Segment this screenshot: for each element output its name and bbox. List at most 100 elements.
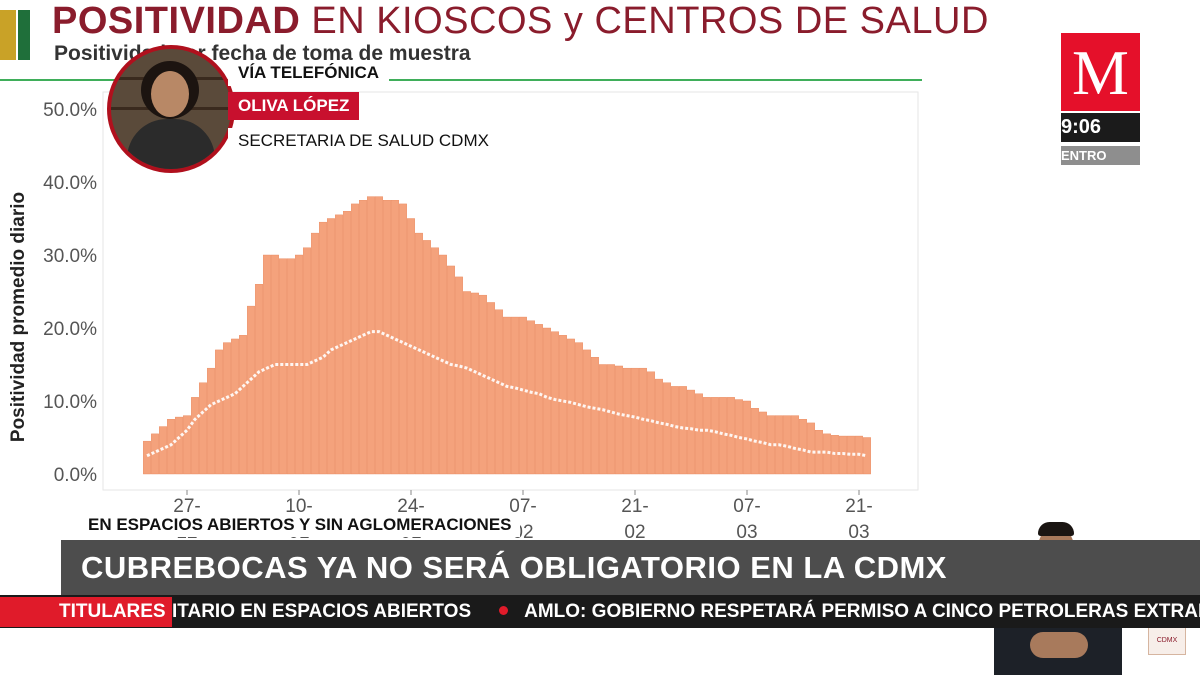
government-logo: CDMX <box>1148 627 1186 655</box>
bar <box>311 232 319 475</box>
avatar-face <box>151 71 189 117</box>
title-divider <box>0 79 922 81</box>
avatar-body <box>127 119 215 169</box>
bar <box>223 342 231 475</box>
bar <box>183 415 191 475</box>
title-accent-green <box>18 10 30 60</box>
bar <box>703 397 711 475</box>
y-tick-label: 10.0% <box>43 392 97 413</box>
bar <box>671 386 679 475</box>
bar <box>455 276 463 475</box>
y-tick-label: 40.0% <box>43 173 97 194</box>
bar <box>279 258 287 475</box>
bar <box>175 416 183 475</box>
y-axis: 0.0% 10.0% 20.0% 30.0% 40.0% 50.0% <box>43 100 97 486</box>
bar <box>471 292 479 475</box>
slide-title: POSITIVIDAD EN KIOSCOS y CENTROS DE SALU… <box>52 0 989 42</box>
bar <box>791 415 799 475</box>
bar <box>799 419 807 475</box>
bar <box>199 382 207 475</box>
x-tick-label: 21- <box>621 496 648 517</box>
interpreter-hair <box>1038 522 1074 536</box>
positivity-chart: 0.0%10.0%20.0%30.0%40.0%50.0% 27-1210-01… <box>8 91 919 540</box>
bar <box>695 393 703 475</box>
call-type-label: VÍA TELEFÓNICA <box>228 60 390 86</box>
bar <box>511 316 519 475</box>
x-tick-label: 10- <box>285 496 312 517</box>
bar <box>551 331 559 475</box>
bar <box>335 214 343 475</box>
bar <box>823 433 831 475</box>
interpreter-hands <box>1030 632 1088 658</box>
bar <box>591 357 599 475</box>
bar <box>263 254 271 475</box>
speaker-name: OLIVA LÓPEZ <box>228 92 360 120</box>
bar <box>679 386 687 475</box>
y-tick-label: 30.0% <box>43 246 97 267</box>
bar <box>543 327 551 475</box>
ticker-item: AMLO: GOBIERNO RESPETARÁ PERMISO A CINCO… <box>524 601 1200 622</box>
x-tick-label: 27- <box>173 496 200 517</box>
bar <box>655 378 663 475</box>
y-tick-label: 20.0% <box>43 319 97 340</box>
bar <box>495 309 503 475</box>
time-zone-label: ENTRO <box>1061 146 1140 165</box>
bar <box>159 426 167 475</box>
bar <box>615 365 623 475</box>
bar <box>271 254 279 475</box>
bar <box>807 422 815 475</box>
ticker-item: ITARIO EN ESPACIOS ABIERTOS <box>172 601 472 622</box>
channel-logo: M <box>1061 33 1140 111</box>
bar <box>639 367 647 475</box>
bar <box>207 367 215 475</box>
bar <box>367 196 375 475</box>
headline-kicker: EN ESPACIOS ABIERTOS Y SIN AGLOMERACIONE… <box>80 513 520 537</box>
bar <box>191 397 199 475</box>
bar <box>287 258 295 475</box>
bar <box>479 294 487 475</box>
y-axis-label: Positividad promedio diario <box>8 192 29 442</box>
x-tick-label: 03 <box>848 522 869 540</box>
inner-series-line <box>146 330 868 458</box>
bar <box>143 440 151 475</box>
y-tick-label: 50.0% <box>43 100 97 121</box>
x-tick-label: 07- <box>733 496 760 517</box>
ticker-viewport: ITARIO EN ESPACIOS ABIERTOS AMLO: GOBIERN… <box>172 595 1200 628</box>
bar <box>575 342 583 475</box>
bar <box>631 367 639 475</box>
bar <box>431 247 439 475</box>
bar <box>519 316 527 475</box>
bar <box>255 283 263 475</box>
caller-avatar <box>107 45 235 173</box>
bar <box>303 247 311 475</box>
bar <box>711 397 719 475</box>
bar <box>527 320 535 475</box>
ticker-text: ITARIO EN ESPACIOS ABIERTOS AMLO: GOBIERN… <box>172 595 1200 628</box>
bar <box>247 305 255 475</box>
bar <box>487 302 495 475</box>
ticker-tag: TITULARES <box>0 597 172 627</box>
bar <box>503 316 511 475</box>
bar <box>599 364 607 475</box>
x-tick-label: 24- <box>397 496 424 517</box>
bar <box>783 415 791 475</box>
bar <box>239 335 247 475</box>
bar <box>535 324 543 475</box>
bar <box>423 240 431 475</box>
bar <box>383 200 391 475</box>
speaker-role: SECRETARIA DE SALUD CDMX <box>228 128 499 154</box>
bar <box>623 367 631 475</box>
x-tick-label: 07- <box>509 496 536 517</box>
bar <box>559 335 567 475</box>
headline-bar <box>61 540 1200 595</box>
ticker-tag-label: TITULARES <box>59 601 166 622</box>
bar <box>583 349 591 475</box>
bar <box>215 349 223 475</box>
bar <box>647 371 655 475</box>
bar <box>399 203 407 475</box>
bar <box>447 265 455 475</box>
bar <box>463 291 471 475</box>
clock: 9:06 <box>1061 113 1140 142</box>
title-accent-gold <box>0 10 16 60</box>
